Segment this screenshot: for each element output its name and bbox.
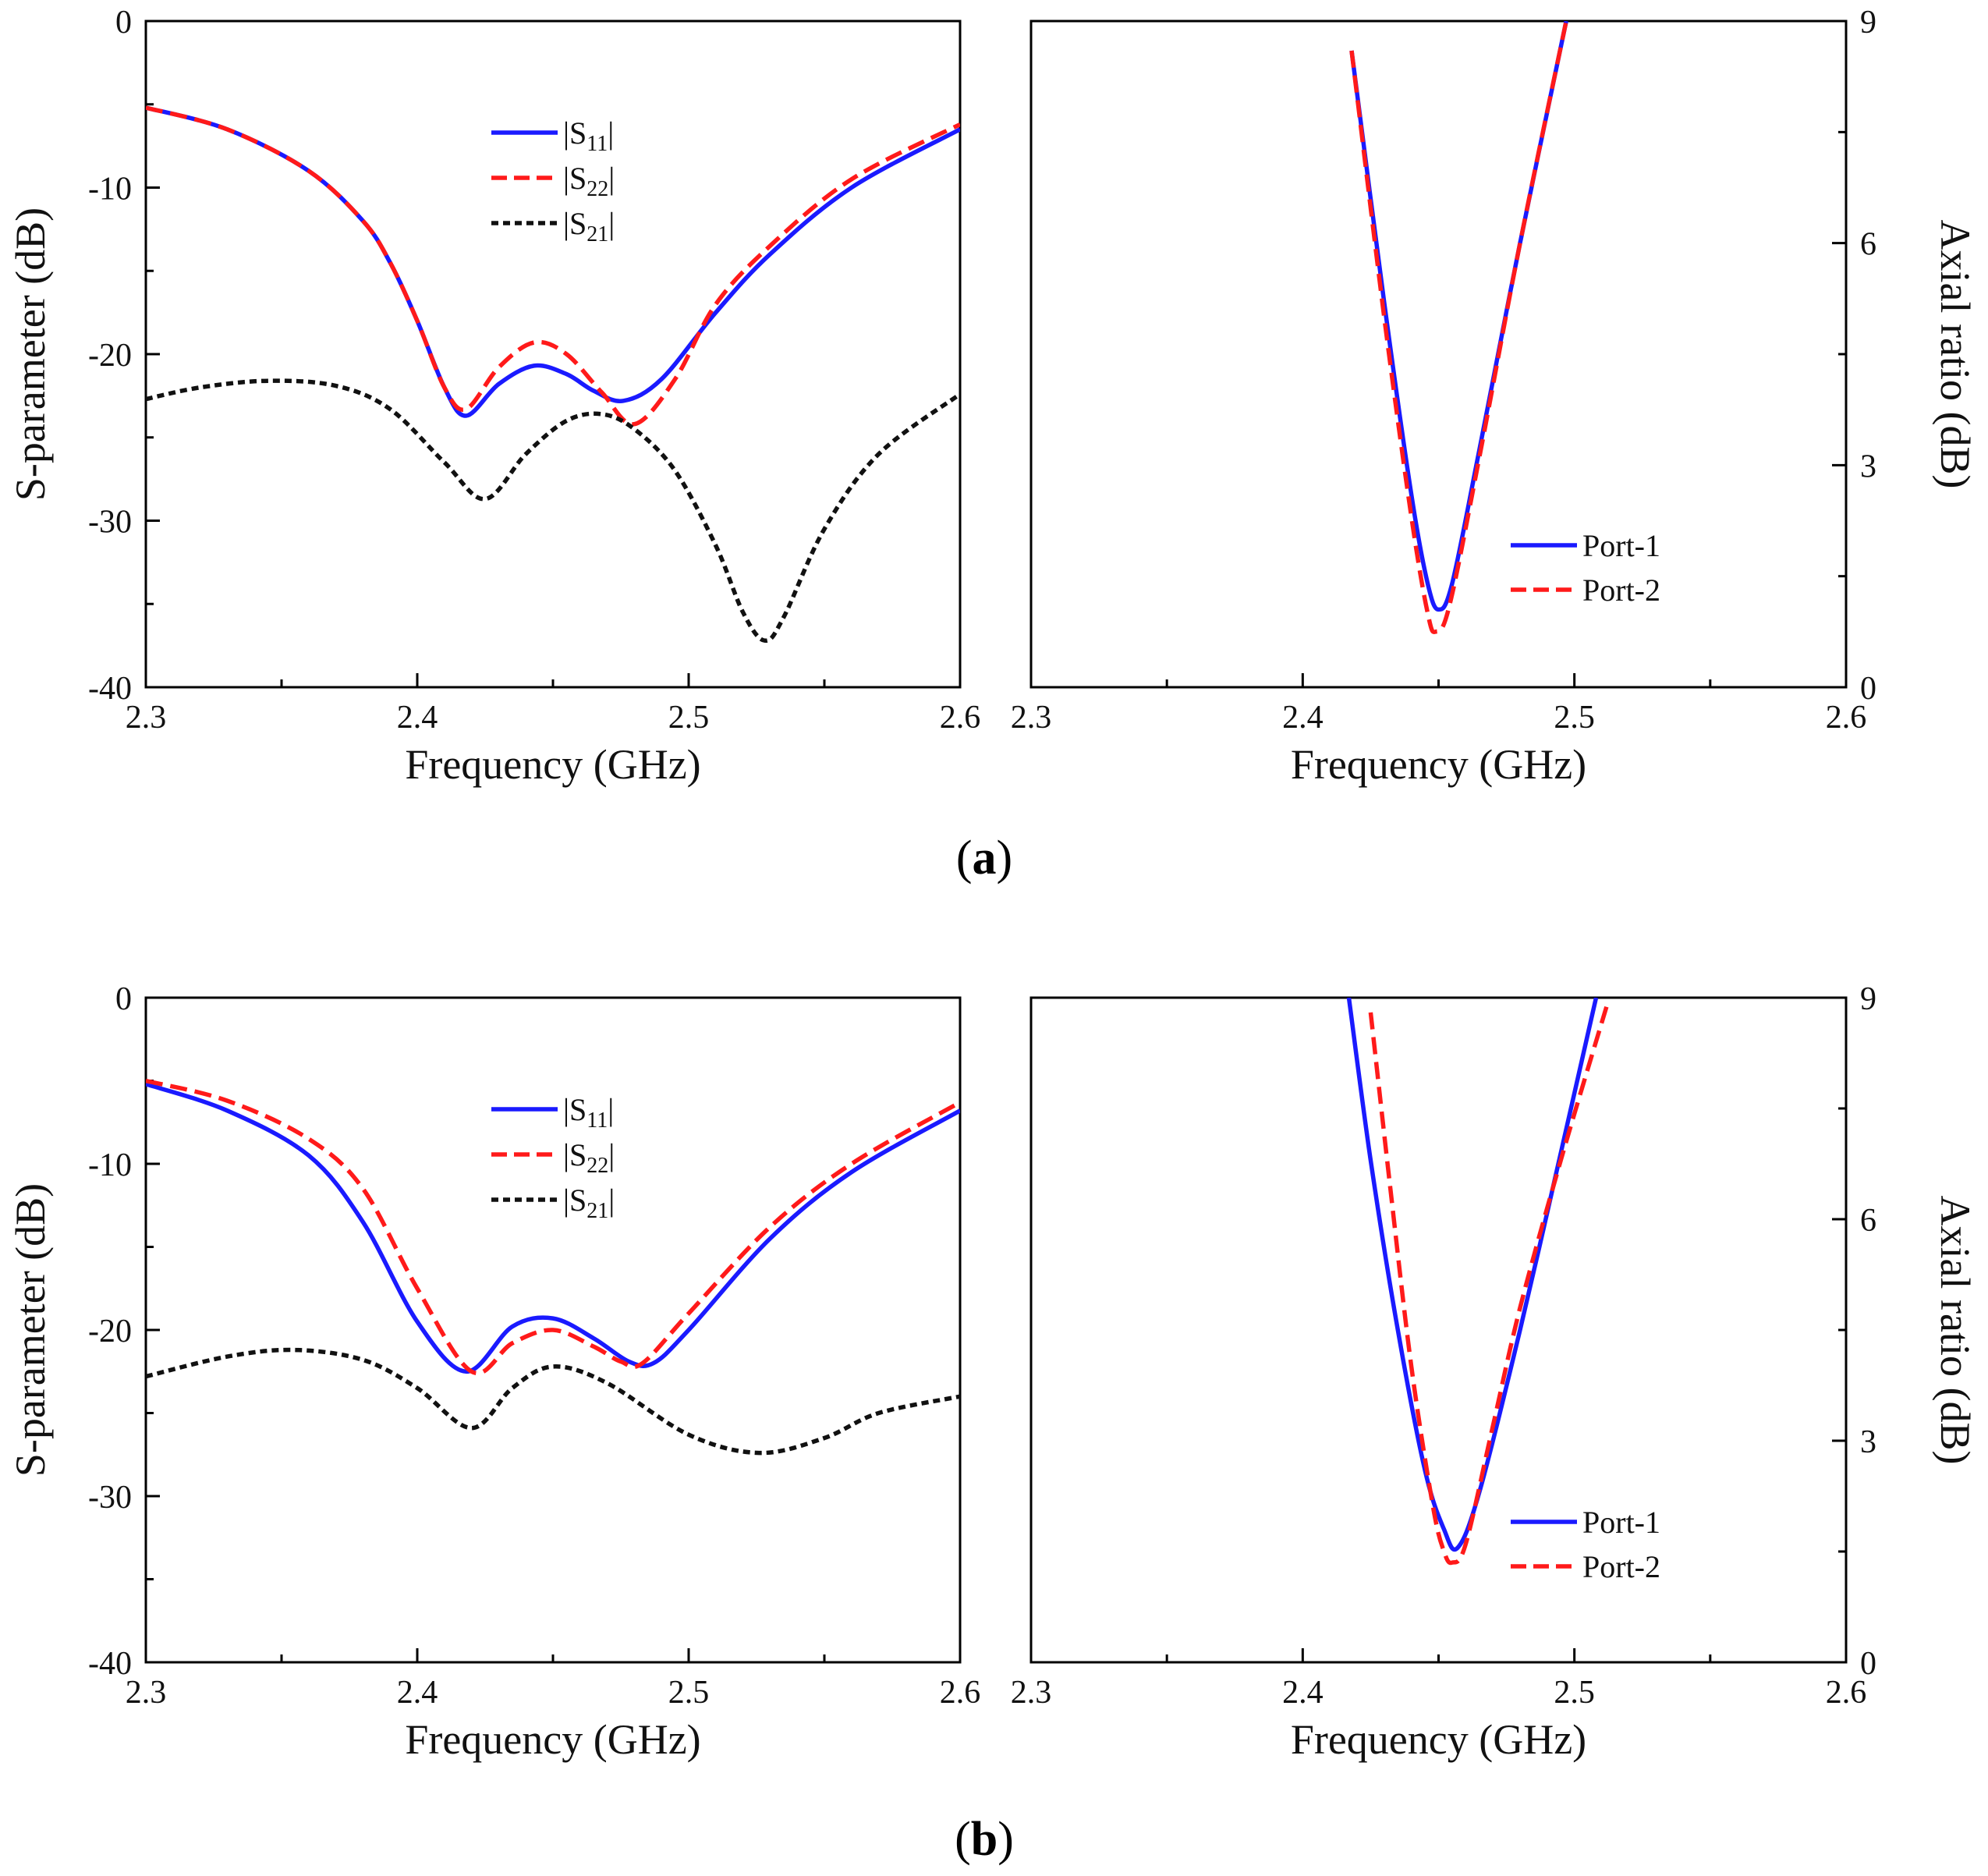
figure-label-a: (a) [956,832,1012,885]
series-line-s21 [146,1347,960,1456]
legend-label-subscript: 22 [586,177,608,201]
legend-label-end: | [608,1092,614,1127]
legend-entry: Port-1 [1582,1505,1660,1540]
x-tick-label: 2.4 [1282,700,1324,736]
y-tick-label: -10 [88,172,132,207]
x-tick-label: 2.5 [1554,1675,1595,1711]
legend-label-main: |S [563,206,586,241]
series-line-port-2 [1349,21,1568,634]
series-line-s11 [146,1082,960,1374]
legend-entry: |S21| [563,206,615,246]
x-tick-label: 2.3 [1011,1675,1052,1711]
y-tick-label: -10 [88,1147,132,1183]
y-tick-label: 0 [115,5,132,41]
x-tick-label: 2.5 [668,1675,710,1711]
y-tick-label: -40 [88,1646,132,1682]
x-tick-label: 2.6 [1826,700,1867,736]
y-axis-title: Axial ratio (dB) [1932,1196,1979,1465]
y-tick-label: 3 [1860,449,1876,484]
paren-close: ) [998,1813,1014,1866]
plot-frame [144,20,962,689]
chart-panel-a-right: 2.3 2.4 2.5 2.6 9 6 3 0 Frequency (GHz) Axial rat… [1011,5,1979,788]
legend-label-subscript: 21 [586,222,608,246]
y-tick-label: 9 [1860,5,1876,41]
y-tick-label: 0 [115,981,132,1017]
plot-frame [1029,20,1848,689]
legend-label-subscript: 11 [586,1108,608,1133]
legend-entry: |S22| [563,161,615,201]
x-tick-label: 2.3 [126,1675,167,1711]
figure-label-b: (b) [955,1813,1014,1866]
x-tick-label: 2.4 [397,700,438,736]
legend-label-main: |S [563,1092,586,1127]
plot-frame [1029,996,1848,1664]
legend: |S11||S22||S21| [491,115,615,246]
legend-label-end: | [608,1137,615,1172]
y-axis-title: S-parameter (dB) [7,1183,54,1477]
series-line-s22 [146,1078,960,1376]
y-axis-title: S-parameter (dB) [7,207,54,501]
x-tick-label: 2.4 [397,1675,438,1711]
x-tick-label: 2.3 [1011,700,1052,736]
chart-panel-b-left: 2.3 2.4 2.5 2.6 0 -10 -20 -30 -40 Frequency (GHz)… [7,981,980,1763]
x-tick-label: 2.6 [1826,1675,1867,1711]
x-tick-label: 2.6 [940,1675,981,1711]
legend: Port-1 Port-2 [1511,528,1660,608]
x-tick-label: 2.4 [1282,1675,1324,1711]
series-line-port-2 [1368,1004,1610,1566]
legend-label-end: | [608,161,615,196]
legend-entry: |S22| [563,1137,615,1178]
legend: Port-1 Port-2 [1511,1505,1660,1584]
y-tick-label: -20 [88,1314,132,1349]
series-line-s22 [146,105,960,427]
y-tick-label: 3 [1860,1424,1876,1460]
legend-entry: Port-2 [1582,1549,1660,1584]
legend-label-end: | [608,1183,615,1218]
x-axis-title: Frequency (GHz) [405,1716,700,1763]
panel-letter: b [971,1813,998,1866]
legend-label-main: |S [563,1183,586,1218]
x-axis-title: Frequency (GHz) [1291,741,1586,788]
x-tick-label: 2.3 [126,700,167,736]
legend-label-subscript: 11 [586,132,608,156]
paren-close: ) [997,832,1013,885]
chart-panel-a-left: 2.3 2.4 2.5 2.6 0 -10 -20 -30 -40 Frequency (GHz)… [7,5,980,788]
y-tick-label: 6 [1860,1203,1876,1239]
legend-label-subscript: 22 [586,1154,608,1178]
legend-entry: |S11| [563,1092,614,1133]
paren-open: ( [956,832,973,885]
y-tick-label: 0 [1860,1646,1876,1682]
series-line-s21 [146,378,960,643]
x-tick-label: 2.5 [668,700,710,736]
y-axis-title: Axial ratio (dB) [1932,220,1979,489]
legend-entry: Port-2 [1582,573,1660,608]
legend-label-main: |S [563,115,586,151]
y-tick-label: 9 [1860,981,1876,1017]
paren-open: ( [955,1813,971,1866]
y-tick-label: -30 [88,1480,132,1516]
legend-entry: |S21| [563,1183,615,1223]
y-tick-label: 6 [1860,227,1876,263]
legend-label-subscript: 21 [586,1199,608,1223]
chart-panel-b-right: 2.3 2.4 2.5 2.6 9 6 3 0 Frequency (GHz) Axial rat… [1011,981,1979,1763]
legend-entry: Port-1 [1582,528,1660,563]
y-tick-label: -20 [88,338,132,374]
y-tick-label: 0 [1860,671,1876,707]
x-tick-label: 2.6 [940,700,981,736]
legend-label-main: |S [563,1137,586,1172]
legend: |S11||S22||S21| [491,1092,615,1223]
series-line-port-1 [1346,998,1599,1552]
legend-entry: |S11| [563,115,614,156]
x-axis-title: Frequency (GHz) [405,741,700,788]
panel-letter: a [973,832,997,885]
y-tick-label: -40 [88,671,132,707]
x-tick-label: 2.5 [1554,700,1595,736]
legend-label-main: |S [563,161,586,196]
y-tick-label: -30 [88,505,132,541]
legend-label-end: | [608,115,614,151]
x-axis-title: Frequency (GHz) [1291,1716,1586,1763]
series-line-s11 [146,105,960,418]
legend-label-end: | [608,206,615,241]
